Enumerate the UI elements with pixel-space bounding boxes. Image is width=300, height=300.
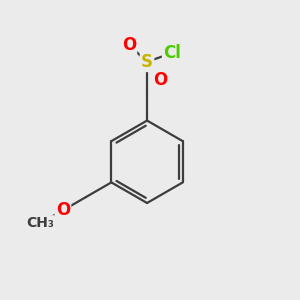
Text: O: O (122, 36, 136, 54)
Text: Cl: Cl (163, 44, 181, 62)
Text: O: O (56, 201, 70, 219)
Text: S: S (141, 53, 153, 71)
Text: CH₃: CH₃ (26, 216, 54, 230)
Text: O: O (153, 71, 167, 89)
